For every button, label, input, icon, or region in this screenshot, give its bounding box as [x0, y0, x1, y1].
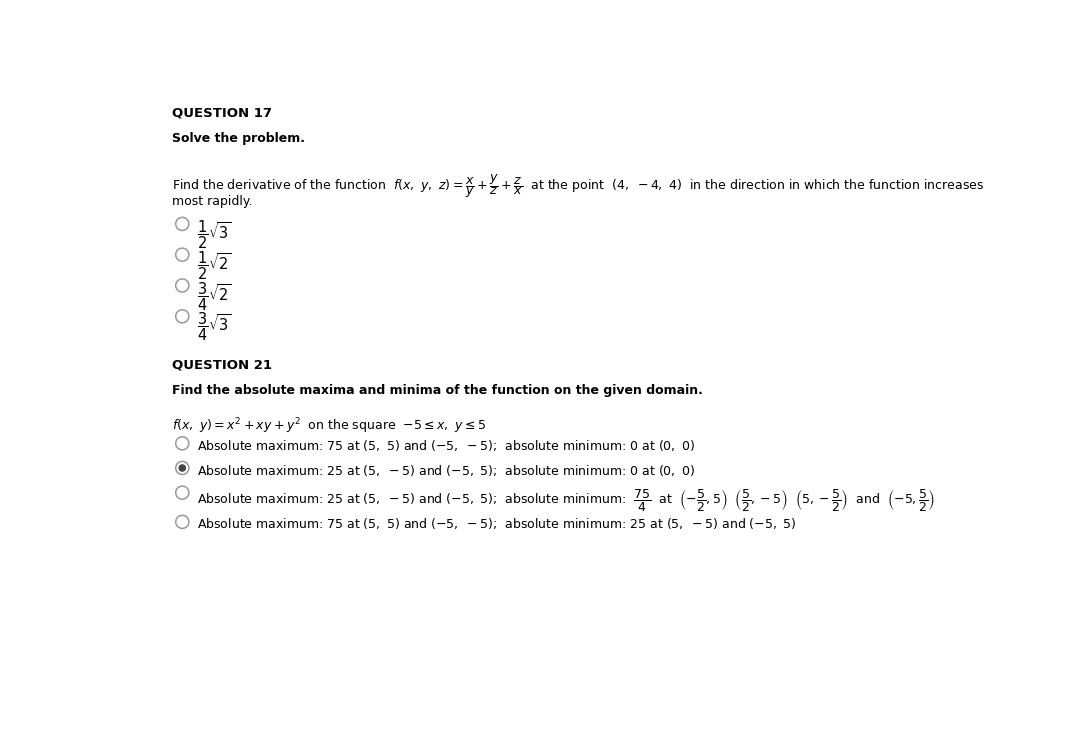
- Text: Absolute maximum: 25 at $(5,\ -5)$ and $(-5,\ 5)$;  absolute minimum: 0 at $(0,\: Absolute maximum: 25 at $(5,\ -5)$ and $…: [197, 463, 696, 477]
- Text: Absolute maximum: 75 at $(5,\ 5)$ and $(-5,\ -5)$;  absolute minimum: 0 at $(0,\: Absolute maximum: 75 at $(5,\ 5)$ and $(…: [197, 438, 696, 453]
- Text: Absolute maximum: 75 at $(5,\ 5)$ and $(-5,\ -5)$;  absolute minimum: 25 at $(5,: Absolute maximum: 75 at $(5,\ 5)$ and $(…: [197, 517, 796, 531]
- Text: Find the derivative of the function  $f(x,\ y,\ z)=\dfrac{x}{y}+\dfrac{y}{z}+\df: Find the derivative of the function $f(x…: [172, 172, 985, 200]
- Text: Find the absolute maxima and minima of the function on the given domain.: Find the absolute maxima and minima of t…: [172, 384, 703, 397]
- Text: QUESTION 21: QUESTION 21: [172, 358, 272, 372]
- Text: $\dfrac{3}{4}\sqrt{3}$: $\dfrac{3}{4}\sqrt{3}$: [197, 311, 232, 343]
- Text: $\dfrac{1}{2}\sqrt{3}$: $\dfrac{1}{2}\sqrt{3}$: [197, 218, 232, 251]
- Text: QUESTION 17: QUESTION 17: [172, 107, 272, 120]
- Text: $\dfrac{3}{4}\sqrt{2}$: $\dfrac{3}{4}\sqrt{2}$: [197, 280, 232, 312]
- Text: $f(x,\ y) = x^2+xy+y^2$  on the square  $-5\leq x,\ y\leq 5$: $f(x,\ y) = x^2+xy+y^2$ on the square $-…: [172, 416, 486, 436]
- Text: Solve the problem.: Solve the problem.: [172, 132, 306, 145]
- Circle shape: [178, 464, 186, 472]
- Text: most rapidly.: most rapidly.: [172, 196, 253, 208]
- Text: Absolute maximum: 25 at $(5,\ -5)$ and $(-5,\ 5)$;  absolute minimum:  $\dfrac{7: Absolute maximum: 25 at $(5,\ -5)$ and $…: [197, 487, 935, 513]
- Text: $\dfrac{1}{2}\sqrt{2}$: $\dfrac{1}{2}\sqrt{2}$: [197, 250, 232, 282]
